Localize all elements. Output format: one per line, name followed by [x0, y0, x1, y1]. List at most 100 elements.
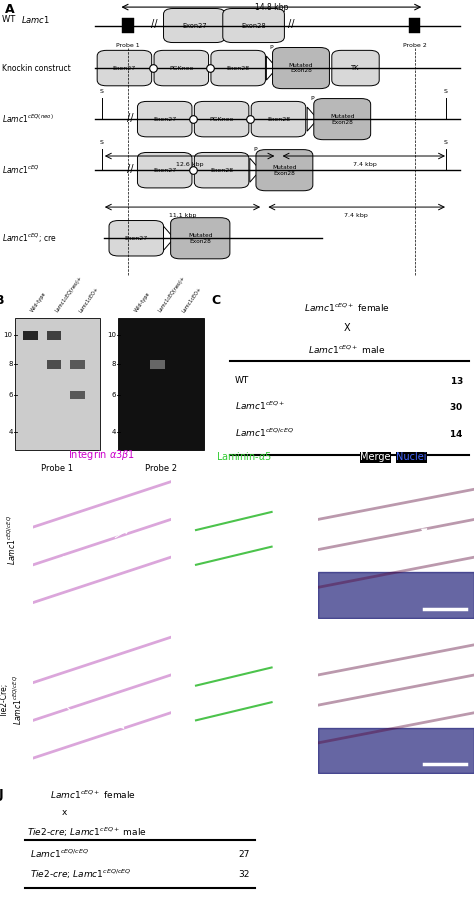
Text: Probe 1: Probe 1: [116, 42, 140, 48]
Text: Merge: Merge: [360, 452, 391, 462]
Text: Wild-type: Wild-type: [134, 291, 151, 313]
Text: Nuclei: Nuclei: [396, 452, 427, 462]
Text: Lamc1cEQ(neo)+: Lamc1cEQ(neo)+: [157, 275, 186, 313]
FancyBboxPatch shape: [171, 218, 230, 259]
FancyBboxPatch shape: [314, 99, 371, 140]
Text: $\it{Lamc1}^{\it{cEQ}+}$ female: $\it{Lamc1}^{\it{cEQ}+}$ female: [304, 301, 390, 314]
Text: Mutated
Exon28: Mutated Exon28: [289, 62, 313, 73]
Text: Mutated
Exon28: Mutated Exon28: [330, 113, 355, 124]
FancyBboxPatch shape: [154, 50, 209, 86]
Text: WT: WT: [235, 376, 249, 385]
Text: F: F: [324, 473, 330, 483]
Polygon shape: [164, 226, 174, 251]
Text: D: D: [39, 473, 46, 483]
FancyBboxPatch shape: [194, 102, 249, 137]
FancyBboxPatch shape: [109, 221, 164, 256]
Bar: [409, 17, 420, 34]
Text: B: B: [0, 295, 4, 307]
Text: //: //: [288, 19, 295, 29]
Text: S: S: [100, 140, 104, 145]
Text: $\it{Lamc1}^{cEQ}$; cre: $\it{Lamc1}^{cEQ}$; cre: [2, 231, 57, 245]
Text: 8: 8: [112, 361, 116, 368]
Text: Laminin-$\alpha$5: Laminin-$\alpha$5: [216, 450, 272, 462]
Text: Exon27: Exon27: [153, 116, 176, 122]
Text: S: S: [100, 89, 104, 93]
Text: Exon28: Exon28: [227, 66, 250, 70]
Text: $\it{Tie2}$-$\it{cre}$; $\it{Lamc1}^{\it{cEQ/cEQ}}$: $\it{Tie2}$-$\it{cre}$; $\it{Lamc1}^{\it…: [30, 867, 132, 881]
Bar: [46, 331, 62, 339]
Text: x: x: [62, 808, 67, 817]
Text: Lamc1cEO+: Lamc1cEO+: [78, 285, 99, 313]
Text: 6: 6: [112, 392, 116, 398]
Text: S: S: [444, 89, 447, 93]
Text: $\bf{30}$: $\bf{30}$: [449, 401, 464, 412]
Bar: [118, 318, 204, 450]
Text: PGKneo: PGKneo: [169, 66, 193, 70]
FancyBboxPatch shape: [137, 153, 192, 188]
Text: A: A: [5, 3, 14, 16]
Text: Lamc1cEO+: Lamc1cEO+: [182, 285, 203, 313]
Text: //: //: [127, 113, 134, 123]
Text: Exon27: Exon27: [182, 23, 207, 28]
Text: $\it{Lamc1}^{\it{cEQ/cEQ}}$: $\it{Lamc1}^{\it{cEQ/cEQ}}$: [6, 515, 18, 565]
Text: 14.8 kbp: 14.8 kbp: [255, 3, 288, 12]
FancyBboxPatch shape: [137, 102, 192, 137]
Text: 7.4 kbp: 7.4 kbp: [344, 213, 367, 218]
Polygon shape: [307, 107, 318, 131]
Text: 32: 32: [238, 870, 249, 878]
Text: Exon28: Exon28: [210, 167, 233, 173]
Text: Mutated
Exon28: Mutated Exon28: [188, 232, 212, 243]
Bar: [150, 361, 165, 369]
Text: 4: 4: [112, 429, 116, 435]
Text: $\bf{14}$: $\bf{14}$: [449, 428, 464, 439]
Polygon shape: [250, 158, 260, 182]
Text: $\it{Lamc1}^{\it{cEQ}+}$ female: $\it{Lamc1}^{\it{cEQ}+}$ female: [50, 789, 136, 802]
Polygon shape: [266, 56, 277, 81]
Text: 12.6 kbp: 12.6 kbp: [176, 162, 203, 167]
Text: $\it{Lamc1}^{\it{cEQ}+}$ male: $\it{Lamc1}^{\it{cEQ}+}$ male: [308, 344, 385, 356]
Bar: [46, 361, 62, 369]
Text: $\it{Tie2}$-$\it{cre}$; $\it{Lamc1}^{\it{cEQ}+}$ male: $\it{Tie2}$-$\it{cre}$; $\it{Lamc1}^{\it…: [27, 826, 147, 839]
Text: Wild-type: Wild-type: [30, 291, 47, 313]
Text: Exon28: Exon28: [267, 116, 290, 122]
Text: X: X: [343, 323, 350, 333]
Bar: [15, 318, 100, 450]
FancyBboxPatch shape: [97, 50, 152, 86]
Text: S: S: [444, 140, 447, 145]
Text: P: P: [310, 96, 314, 102]
Text: 4: 4: [9, 429, 13, 435]
Text: 8: 8: [8, 361, 13, 368]
Text: $\it{Lamc1}^{\it{cEQ/cEQ}}$: $\it{Lamc1}^{\it{cEQ/cEQ}}$: [235, 427, 294, 439]
FancyBboxPatch shape: [251, 102, 306, 137]
Bar: [71, 391, 85, 399]
Text: Mutated
Exon28: Mutated Exon28: [272, 165, 297, 176]
Text: Probe 2: Probe 2: [145, 464, 177, 473]
Text: Exon28: Exon28: [241, 23, 266, 28]
Text: $\it{Lamc1}$: $\it{Lamc1}$: [21, 15, 50, 26]
FancyBboxPatch shape: [273, 48, 329, 89]
Bar: [122, 17, 134, 34]
Text: Exon27: Exon27: [113, 66, 136, 70]
Text: E: E: [181, 473, 188, 483]
Text: $\it{Lamc1}^{cEQ}$: $\it{Lamc1}^{cEQ}$: [2, 164, 40, 177]
Text: Exon27: Exon27: [153, 167, 176, 173]
Text: Exon27: Exon27: [125, 236, 148, 241]
FancyBboxPatch shape: [164, 8, 225, 42]
Text: $\bf{13}$: $\bf{13}$: [450, 375, 464, 386]
Text: J: J: [0, 788, 4, 801]
Text: Probe 2: Probe 2: [403, 42, 427, 48]
Text: Tie2-Cre;
$\it{Lamc1}^{\it{cEQ/cEQ}}$: Tie2-Cre; $\it{Lamc1}^{\it{cEQ/cEQ}}$: [0, 675, 24, 725]
Text: Knockin construct: Knockin construct: [2, 63, 71, 72]
Text: $\it{Lamc1}^{cEQ(neo)}$: $\it{Lamc1}^{cEQ(neo)}$: [2, 113, 54, 125]
Text: WT: WT: [2, 16, 18, 25]
FancyBboxPatch shape: [256, 150, 313, 190]
Text: $\it{Lamc1}^{\it{cEQ}+}$: $\it{Lamc1}^{\it{cEQ}+}$: [235, 400, 285, 413]
Text: C: C: [211, 295, 220, 307]
FancyBboxPatch shape: [332, 50, 379, 86]
FancyBboxPatch shape: [194, 153, 249, 188]
Text: //: //: [127, 164, 134, 174]
Text: TK: TK: [351, 65, 360, 71]
Text: P: P: [270, 46, 273, 50]
Text: $\it{Lamc1}^{\it{cEQ/cEQ}}$: $\it{Lamc1}^{\it{cEQ/cEQ}}$: [30, 848, 89, 860]
Text: 7.4 kbp: 7.4 kbp: [353, 162, 377, 167]
